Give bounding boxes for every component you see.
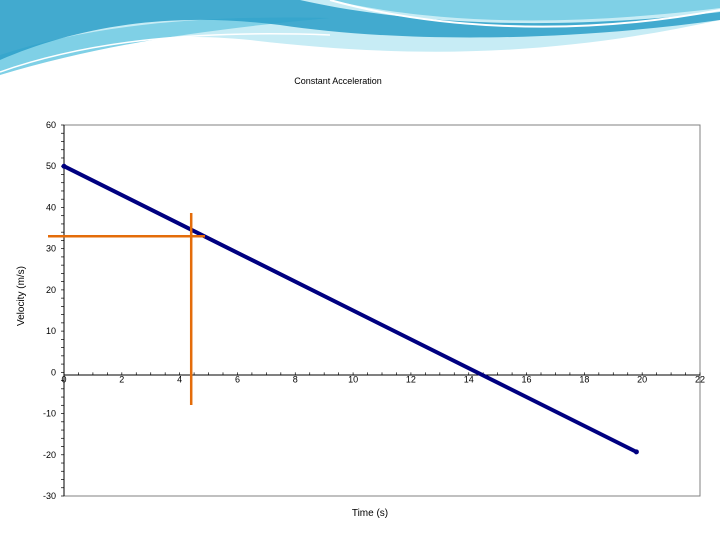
series-endpoint xyxy=(633,449,639,455)
plot-area xyxy=(63,124,701,497)
y-tick-label: -20 xyxy=(43,450,56,460)
x-tick-label: 14 xyxy=(464,374,474,384)
y-tick-label: 20 xyxy=(46,285,56,295)
x-tick-label: 4 xyxy=(177,374,182,384)
x-tick-labels: 0 2 4 6 8 10 12 14 16 18 20 22 xyxy=(61,374,705,384)
y-tick-label: 10 xyxy=(46,326,56,336)
header-swoosh-decoration xyxy=(0,0,720,75)
x-axis-title: Time (s) xyxy=(352,508,388,519)
x-tick-label: 6 xyxy=(235,374,240,384)
x-tick-label: 20 xyxy=(637,374,647,384)
marker-layer xyxy=(48,213,205,405)
swoosh-dark-band xyxy=(0,0,720,60)
series-layer xyxy=(61,163,639,455)
y-tick-label: -10 xyxy=(43,409,56,419)
series-line xyxy=(62,164,639,454)
y-tick-labels: 60 50 40 30 20 10 0 -10 -20 -30 xyxy=(43,120,56,501)
y-tick-label: -30 xyxy=(43,491,56,501)
x-tick-label: 18 xyxy=(579,374,589,384)
x-tick-label: 0 xyxy=(61,374,66,384)
x-tick-label: 16 xyxy=(522,374,532,384)
series-endpoint xyxy=(61,163,67,169)
x-tick-label: 8 xyxy=(293,374,298,384)
swoosh-white-stroke xyxy=(329,0,720,28)
swoosh-white-stroke-2 xyxy=(0,33,331,73)
y-tick-label: 50 xyxy=(46,161,56,171)
x-tick-label: 12 xyxy=(406,374,416,384)
y-tick-label: 0 xyxy=(51,367,56,377)
y-tick-label: 30 xyxy=(46,244,56,254)
chart-title: Constant Acceleration xyxy=(294,76,382,86)
x-tick-label: 10 xyxy=(348,374,358,384)
swoosh-light-band xyxy=(0,0,720,75)
x-tick-label: 22 xyxy=(695,374,705,384)
y-tick-label: 40 xyxy=(46,202,56,212)
y-axis-title: Velocity (m/s) xyxy=(16,266,27,326)
x-tick-label: 2 xyxy=(119,374,124,384)
y-tick-label: 60 xyxy=(46,120,56,130)
